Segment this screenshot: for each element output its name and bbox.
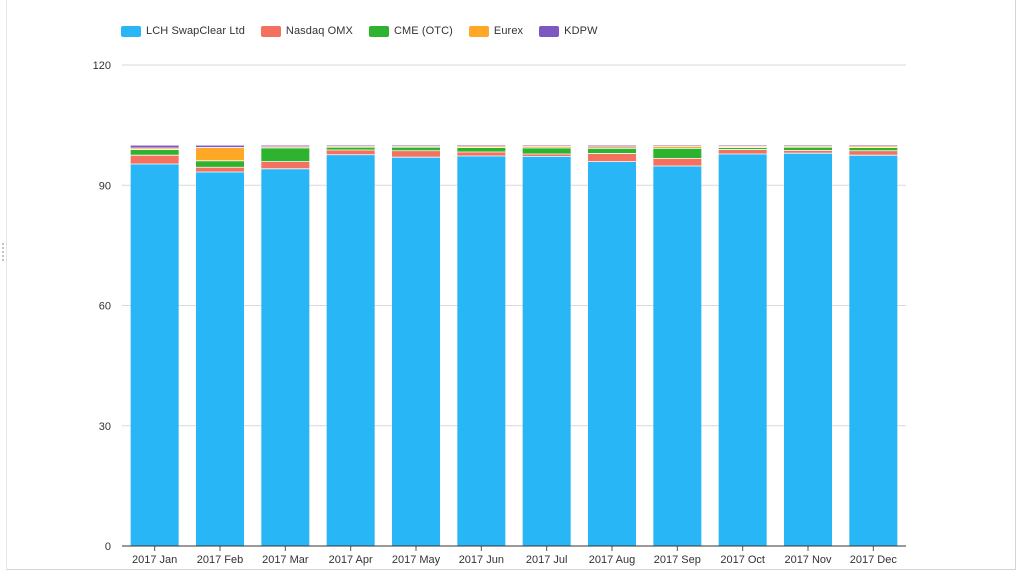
bar-segment[interactable] bbox=[196, 160, 244, 168]
bar-segment[interactable] bbox=[522, 146, 571, 148]
bar-segment[interactable] bbox=[588, 148, 636, 154]
bar-segment[interactable] bbox=[392, 147, 440, 151]
bar-segment[interactable] bbox=[261, 161, 310, 169]
bar-segment[interactable] bbox=[653, 146, 702, 149]
legend-label: Nasdaq OMX bbox=[285, 25, 353, 37]
legend-item-kdpw[interactable]: KDPW bbox=[539, 25, 597, 37]
bar-segment[interactable] bbox=[784, 145, 832, 146]
bar-segment[interactable] bbox=[457, 147, 506, 152]
bar-segment[interactable] bbox=[849, 145, 898, 148]
bar-segment[interactable] bbox=[196, 167, 244, 173]
bar-segment[interactable] bbox=[130, 147, 179, 150]
legend-swatch bbox=[539, 25, 560, 37]
x-tick-label: 2017 Aug bbox=[589, 554, 636, 566]
y-tick-label: 120 bbox=[93, 60, 111, 72]
legend-swatch bbox=[260, 25, 281, 37]
legend-label: Eurex bbox=[493, 25, 524, 37]
x-tick-label: 2017 Jan bbox=[132, 554, 177, 566]
bar-segment[interactable] bbox=[588, 146, 636, 149]
x-tick-label: 2017 Feb bbox=[197, 554, 243, 566]
bar-segment[interactable] bbox=[718, 153, 767, 547]
resize-handle-icon[interactable] bbox=[0, 243, 6, 261]
bar-segment[interactable] bbox=[392, 157, 440, 547]
bar-segment[interactable] bbox=[326, 147, 375, 150]
bar-segment[interactable] bbox=[718, 149, 767, 154]
bar-segment[interactable] bbox=[326, 149, 375, 155]
legend-label: LCH SwapClear Ltd bbox=[146, 25, 245, 37]
bar-segment[interactable] bbox=[522, 153, 571, 157]
bar-segment[interactable] bbox=[522, 147, 571, 154]
bar-segment[interactable] bbox=[588, 153, 636, 162]
bar-segment[interactable] bbox=[588, 145, 636, 147]
bar-segment[interactable] bbox=[653, 148, 702, 159]
legend-item-lch-swapclear[interactable]: LCH SwapClear Ltd bbox=[121, 25, 245, 37]
bar-segment[interactable] bbox=[196, 145, 244, 148]
bar-segment[interactable] bbox=[653, 166, 702, 546]
y-tick-label: 30 bbox=[99, 421, 111, 433]
bar-segment[interactable] bbox=[130, 149, 179, 156]
bar-segment[interactable] bbox=[261, 168, 310, 546]
bar-segment[interactable] bbox=[522, 145, 571, 147]
legend-item-nasdaq-omx[interactable]: Nasdaq OMX bbox=[260, 25, 353, 37]
x-tick-label: 2017 Jun bbox=[459, 554, 504, 566]
x-tick-label: 2017 Sep bbox=[654, 554, 701, 566]
bar-segment[interactable] bbox=[849, 150, 898, 156]
bar-segment[interactable] bbox=[718, 146, 767, 148]
x-tick-label: 2017 Dec bbox=[850, 554, 898, 566]
legend-label: KDPW bbox=[564, 25, 598, 37]
bar-segment[interactable] bbox=[130, 145, 179, 148]
bar-segment[interactable] bbox=[392, 145, 440, 148]
bar-segment[interactable] bbox=[261, 146, 310, 148]
legend-swatch bbox=[468, 25, 489, 37]
x-tick-label: 2017 Nov bbox=[784, 554, 832, 566]
bar-segment[interactable] bbox=[784, 150, 832, 154]
bar-segment[interactable] bbox=[326, 154, 375, 546]
x-tick-label: 2017 May bbox=[392, 554, 441, 566]
legend-label: CME (OTC) bbox=[393, 25, 453, 37]
chart-legend: LCH SwapClear Ltd Nasdaq OMX CME (OTC) E… bbox=[121, 25, 614, 37]
bar-segment[interactable] bbox=[130, 155, 179, 165]
legend-swatch bbox=[368, 25, 389, 37]
bar-segment[interactable] bbox=[718, 147, 767, 150]
legend-swatch bbox=[121, 25, 141, 37]
bar-segment[interactable] bbox=[261, 147, 310, 162]
bar-segment[interactable] bbox=[522, 156, 571, 546]
bar-segment[interactable] bbox=[653, 145, 702, 147]
x-tick-label: 2017 Mar bbox=[262, 554, 309, 566]
bar-segment[interactable] bbox=[784, 147, 832, 151]
y-tick-label: 0 bbox=[105, 541, 111, 553]
bar-segment[interactable] bbox=[392, 145, 440, 146]
y-tick-label: 90 bbox=[99, 180, 111, 192]
bar-segment[interactable] bbox=[457, 155, 506, 546]
bar-segment[interactable] bbox=[326, 145, 375, 148]
bar-segment[interactable] bbox=[784, 153, 832, 546]
bar-segment[interactable] bbox=[130, 164, 179, 546]
bar-segment[interactable] bbox=[196, 172, 244, 546]
bar-segment[interactable] bbox=[849, 145, 898, 146]
bar-segment[interactable] bbox=[784, 145, 832, 148]
legend-item-eurex[interactable]: Eurex bbox=[468, 25, 524, 37]
x-tick-label: 2017 Apr bbox=[329, 554, 373, 566]
bar-segment[interactable] bbox=[261, 145, 310, 147]
bar-segment[interactable] bbox=[196, 147, 244, 161]
x-tick-label: 2017 Jul bbox=[526, 554, 568, 566]
bar-segment[interactable] bbox=[457, 151, 506, 156]
legend-item-cme-otc[interactable]: CME (OTC) bbox=[368, 25, 453, 37]
bar-segment[interactable] bbox=[457, 145, 506, 146]
bar-segment[interactable] bbox=[588, 161, 636, 546]
bar-segment[interactable] bbox=[326, 145, 375, 146]
bar-segment[interactable] bbox=[457, 145, 506, 148]
bar-segment[interactable] bbox=[849, 155, 898, 546]
x-tick-label: 2017 Oct bbox=[720, 554, 765, 566]
bar-segment[interactable] bbox=[392, 150, 440, 158]
bar-segment[interactable] bbox=[849, 147, 898, 151]
y-tick-label: 60 bbox=[99, 301, 111, 313]
bar-segment[interactable] bbox=[718, 145, 767, 147]
bar-segment[interactable] bbox=[653, 158, 702, 167]
